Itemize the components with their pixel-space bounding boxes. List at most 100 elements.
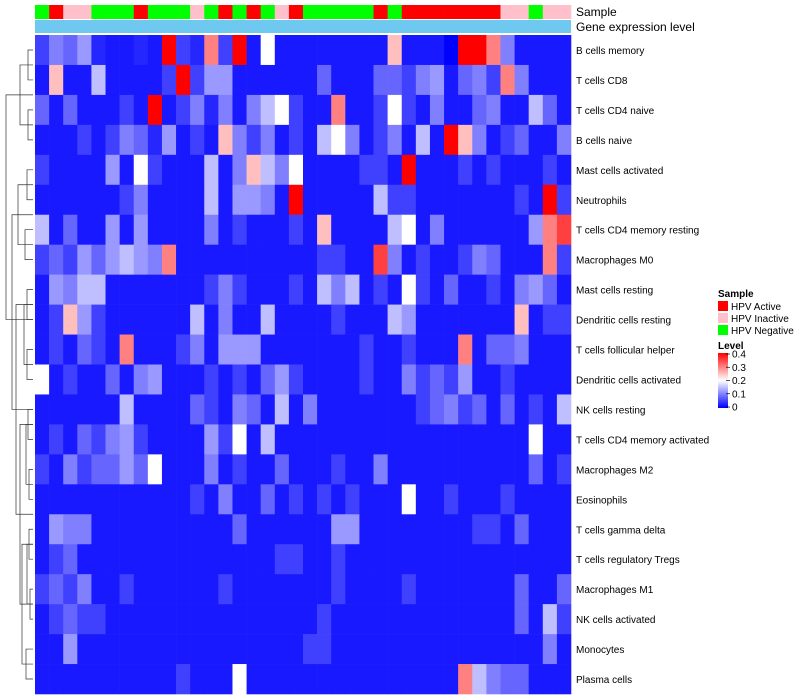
heatmap-cell	[415, 274, 431, 305]
heatmap-cell	[288, 454, 304, 485]
heatmap-cell	[204, 244, 219, 275]
heatmap-cell	[204, 604, 219, 635]
heatmap-cell	[260, 364, 276, 395]
heatmap-cell	[331, 334, 346, 365]
heatmap-cell	[49, 514, 64, 545]
sample-annotation-cell	[49, 5, 64, 19]
heatmap-cell	[35, 634, 50, 665]
sample-annotation-cell	[63, 5, 78, 19]
heatmap-cell	[458, 484, 473, 515]
heatmap-cell	[415, 424, 431, 455]
heatmap-cell	[91, 574, 106, 605]
heatmap-cell	[458, 664, 473, 695]
heatmap-cell	[91, 124, 106, 156]
heatmap-cell	[190, 334, 205, 365]
heatmap-cell	[387, 544, 403, 575]
heatmap-cell	[472, 154, 487, 186]
heatmap-cell	[401, 424, 417, 455]
heatmap-cell	[119, 574, 135, 605]
heatmap-cell	[317, 244, 332, 275]
heatmap-cell	[528, 334, 544, 365]
heatmap-cell	[429, 454, 445, 485]
heatmap-cell	[472, 454, 487, 485]
heatmap-cell	[387, 214, 403, 245]
heatmap-cell	[204, 514, 219, 545]
heatmap-cell	[119, 64, 135, 96]
heatmap-cell	[49, 484, 64, 515]
heatmap-cell	[345, 184, 360, 216]
heatmap-cell	[161, 514, 177, 545]
level-tick-label: 0.4	[732, 350, 746, 361]
heatmap-cell	[133, 454, 149, 485]
heatmap-cell	[35, 214, 50, 245]
heatmap-cell	[472, 124, 487, 156]
heatmap-cell	[147, 394, 163, 425]
heatmap-cell	[274, 634, 290, 665]
heatmap-cell	[514, 454, 529, 485]
heatmap-cell	[486, 514, 501, 545]
heatmap-cell	[35, 304, 50, 335]
heatmap-cell	[415, 544, 431, 575]
heatmap-cell	[232, 424, 247, 455]
heatmap-cell	[331, 574, 346, 605]
heatmap-cell	[387, 94, 403, 126]
heatmap-cell	[161, 154, 177, 186]
sample-annotation-cell	[147, 5, 163, 19]
heatmap-cell	[246, 244, 261, 275]
row-label: Mast cells activated	[576, 166, 663, 177]
heatmap-cell	[500, 184, 515, 216]
heatmap-cell	[260, 214, 276, 245]
heatmap-cell	[49, 244, 64, 275]
sample-annotation-cell	[119, 5, 135, 19]
heatmap-cell	[77, 424, 92, 455]
heatmap-cell	[176, 35, 191, 66]
heatmap-cell	[542, 604, 558, 635]
heatmap-cell	[119, 634, 135, 665]
heatmap-cell	[415, 35, 431, 66]
sample-legend-label-inactive: HPV Inactive	[731, 314, 789, 325]
heatmap-cell	[415, 454, 431, 485]
heatmap-cell	[317, 274, 332, 305]
heatmap-cell	[288, 124, 304, 156]
heatmap-cell	[147, 634, 163, 665]
heatmap-cell	[133, 544, 149, 575]
heatmap-cell	[556, 154, 572, 186]
heatmap-cell	[486, 454, 501, 485]
heatmap-cell	[373, 484, 388, 515]
heatmap-cell	[387, 184, 403, 216]
heatmap-cell	[429, 35, 445, 66]
heatmap-cell	[528, 454, 544, 485]
heatmap-cell	[133, 184, 149, 216]
heatmap-cell	[317, 334, 332, 365]
heatmap-cell	[77, 94, 92, 126]
heatmap-cell	[288, 334, 304, 365]
heatmap-cell	[176, 124, 191, 156]
sample-annotation-cell	[35, 5, 50, 19]
heatmap-cell	[514, 35, 529, 66]
heatmap-cell	[331, 454, 346, 485]
heatmap-cell	[161, 394, 177, 425]
heatmap-cell	[63, 634, 78, 665]
heatmap-cell	[77, 394, 92, 425]
heatmap-cell	[444, 274, 459, 305]
sample-annotation-cell	[190, 5, 205, 19]
heatmap-cell	[458, 124, 473, 156]
heatmap-cell	[246, 304, 261, 335]
heatmap-cell	[514, 64, 529, 96]
heatmap-cell	[119, 274, 135, 305]
heatmap-cell	[288, 424, 304, 455]
heatmap-cell	[429, 664, 445, 695]
heatmap-cell	[458, 304, 473, 335]
heatmap-cell	[190, 544, 205, 575]
heatmap-cell	[260, 274, 276, 305]
dendrogram-branch	[25, 424, 33, 485]
sample-annotation-cell	[303, 5, 318, 19]
heatmap-cell	[542, 154, 558, 186]
row-label: T cells regulatory Tregs	[576, 555, 680, 566]
heatmap-cell	[147, 334, 163, 365]
heatmap-cell	[176, 484, 191, 515]
heatmap-cell	[246, 94, 261, 126]
heatmap-cell	[359, 244, 374, 275]
heatmap-cell	[260, 574, 276, 605]
row-label: B cells memory	[576, 46, 644, 57]
